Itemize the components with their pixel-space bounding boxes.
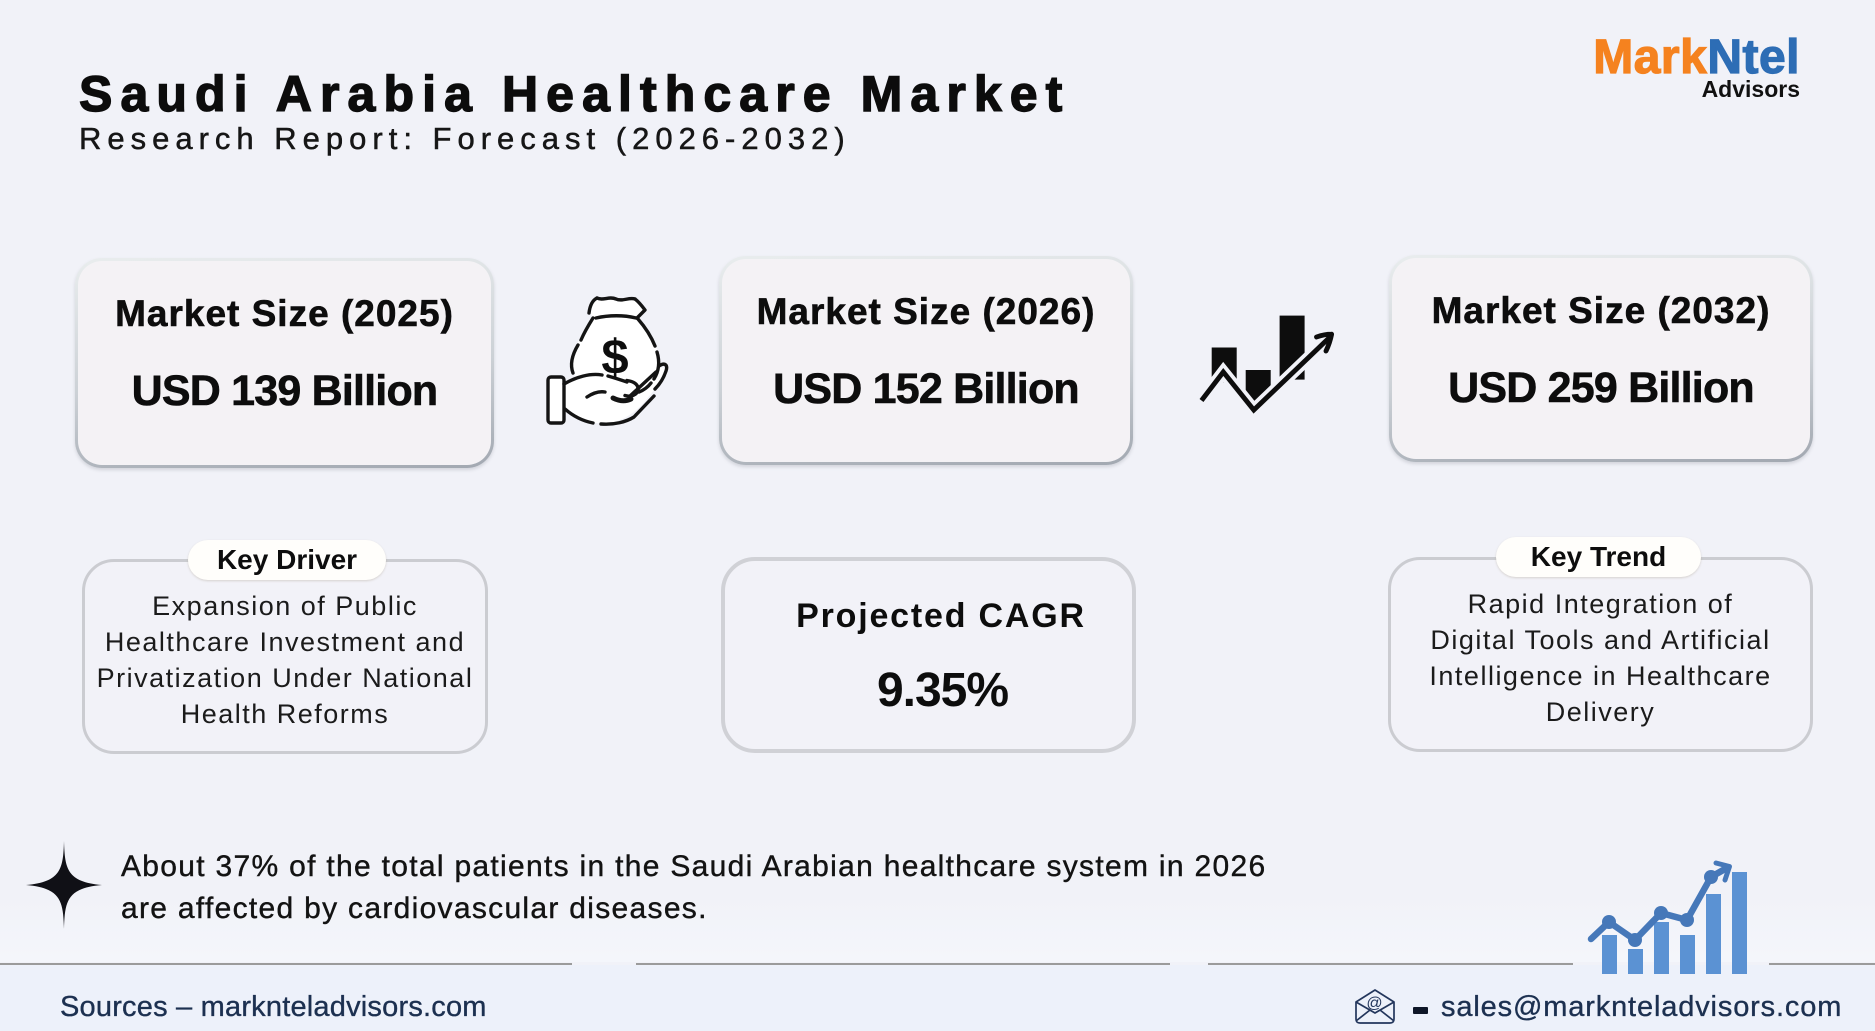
svg-text:$: $ xyxy=(601,331,628,385)
svg-text:@: @ xyxy=(1366,995,1382,1012)
